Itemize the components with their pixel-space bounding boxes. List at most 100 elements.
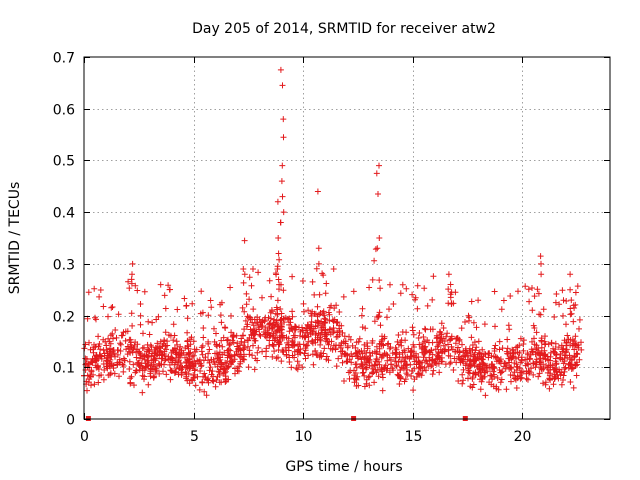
- data-point: [278, 358, 285, 365]
- data-point-spike: [376, 235, 383, 241]
- data-point: [358, 312, 365, 319]
- data-point: [192, 348, 199, 355]
- data-point: [267, 320, 274, 326]
- data-point: [383, 351, 390, 358]
- data-point: [570, 318, 577, 325]
- data-point: [225, 336, 231, 343]
- data-point-spike: [315, 245, 322, 252]
- data-point: [183, 363, 190, 370]
- data-point: [411, 365, 418, 372]
- data-point: [299, 327, 306, 334]
- data-point: [466, 314, 473, 321]
- data-point: [429, 371, 436, 378]
- data-point-spike: [279, 82, 286, 89]
- data-point: [250, 266, 256, 272]
- data-point: [291, 334, 298, 341]
- data-point: [215, 359, 222, 366]
- data-point: [304, 325, 310, 332]
- data-point: [503, 348, 510, 355]
- data-point-spike: [277, 66, 284, 73]
- data-point: [84, 387, 90, 394]
- data-point: [161, 361, 167, 368]
- data-point-spike: [536, 311, 543, 318]
- data-point-spike: [376, 309, 383, 316]
- data-point: [100, 347, 107, 354]
- data-point: [269, 308, 275, 315]
- data-point: [501, 360, 508, 367]
- data-point: [491, 348, 498, 354]
- data-point: [257, 321, 264, 328]
- data-point: [504, 345, 511, 352]
- data-point: [405, 345, 412, 352]
- data-point: [425, 363, 432, 370]
- data-point: [302, 347, 309, 354]
- data-point: [327, 345, 334, 352]
- data-point: [133, 354, 140, 361]
- data-point: [418, 363, 425, 370]
- data-point: [250, 342, 256, 349]
- data-point: [148, 343, 155, 350]
- data-point: [339, 359, 346, 366]
- data-point: [482, 351, 489, 358]
- data-point: [126, 358, 133, 365]
- data-point-spike: [376, 162, 382, 169]
- data-point: [523, 375, 530, 382]
- data-point: [505, 322, 512, 329]
- data-point: [97, 287, 104, 293]
- data-point: [205, 357, 211, 364]
- data-point: [160, 368, 166, 375]
- data-point: [95, 379, 102, 386]
- data-point: [448, 335, 455, 342]
- data-point: [176, 365, 183, 371]
- data-point: [327, 326, 333, 333]
- data-point: [330, 325, 337, 331]
- data-point: [473, 344, 480, 351]
- data-point: [490, 368, 497, 375]
- data-point: [353, 361, 360, 368]
- data-point: [111, 370, 118, 377]
- data-point: [251, 331, 257, 338]
- data-point: [369, 337, 376, 344]
- data-point: [312, 348, 319, 355]
- data-point: [396, 351, 403, 358]
- data-point-spike: [567, 271, 574, 278]
- data-point: [536, 370, 543, 377]
- data-point: [448, 343, 455, 350]
- data-point: [366, 382, 373, 389]
- data-point: [139, 345, 146, 352]
- data-point: [367, 353, 374, 359]
- data-point: [373, 343, 380, 350]
- data-point-spike: [274, 263, 281, 270]
- data-point: [107, 332, 114, 339]
- data-point: [387, 281, 393, 288]
- data-point: [453, 336, 460, 342]
- data-point: [254, 349, 261, 356]
- data-point: [216, 342, 223, 349]
- data-point: [432, 346, 439, 353]
- x-tick-label: 5: [190, 429, 199, 445]
- data-point: [555, 375, 562, 382]
- data-point: [511, 369, 518, 376]
- data-point: [208, 371, 215, 378]
- data-point: [120, 363, 127, 369]
- data-point: [234, 367, 241, 374]
- data-point: [120, 368, 127, 375]
- data-point: [421, 285, 428, 292]
- data-point: [363, 349, 370, 356]
- data-point: [481, 373, 488, 380]
- x-axis-ticks: 0 5 10 15 20: [80, 57, 531, 445]
- data-point: [229, 337, 236, 344]
- data-point: [341, 333, 348, 340]
- data-point: [434, 339, 440, 346]
- data-point: [173, 338, 180, 345]
- data-point: [355, 382, 362, 389]
- data-point: [365, 374, 372, 381]
- data-point-spike: [445, 286, 452, 293]
- data-point: [105, 313, 111, 320]
- data-point: [228, 329, 235, 336]
- data-point: [497, 369, 504, 376]
- data-point: [272, 335, 279, 342]
- data-point: [340, 293, 347, 300]
- data-point: [187, 365, 193, 372]
- data-point: [309, 278, 316, 285]
